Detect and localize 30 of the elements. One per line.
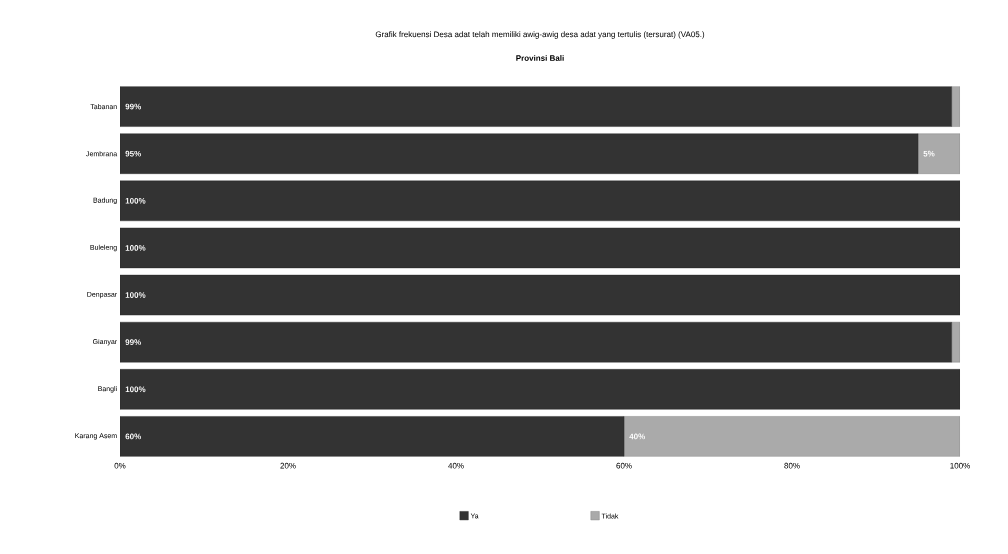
bar (120, 133, 919, 174)
data-label: 100% (125, 292, 146, 298)
data-label: 40% (629, 433, 646, 440)
data-label: 5% (923, 150, 935, 157)
x-tick-label: 80% (784, 462, 800, 469)
bar (120, 180, 961, 222)
bar (623, 416, 961, 457)
bar (951, 86, 961, 127)
bar (120, 321, 952, 363)
data-label: 100% (125, 386, 146, 393)
x-tick-label: 40% (448, 462, 464, 469)
data-label: 99% (125, 103, 141, 110)
bar (120, 86, 952, 127)
x-tick-label: 0% (114, 462, 126, 469)
bar (120, 369, 961, 410)
bar (917, 133, 961, 174)
data-label: 100% (125, 245, 146, 251)
x-tick-label: 20% (280, 462, 296, 469)
bar (120, 416, 625, 457)
bar (120, 274, 961, 316)
bar (951, 321, 961, 363)
chart-title: Grafik frekuensi Desa adat telah memiliki awig-awig desa adat yang tertulis (tersurat) (VA05.) (375, 31, 705, 39)
data-label: 100% (125, 197, 146, 204)
data-label: 99% (125, 339, 141, 346)
chart-subtitle: Provinsi Bali (516, 55, 564, 61)
bar (120, 227, 961, 269)
data-label: 95% (125, 150, 141, 157)
x-tick-label: 100% (950, 462, 970, 469)
x-tick-label: 60% (616, 462, 632, 469)
data-label: 60% (125, 433, 141, 440)
